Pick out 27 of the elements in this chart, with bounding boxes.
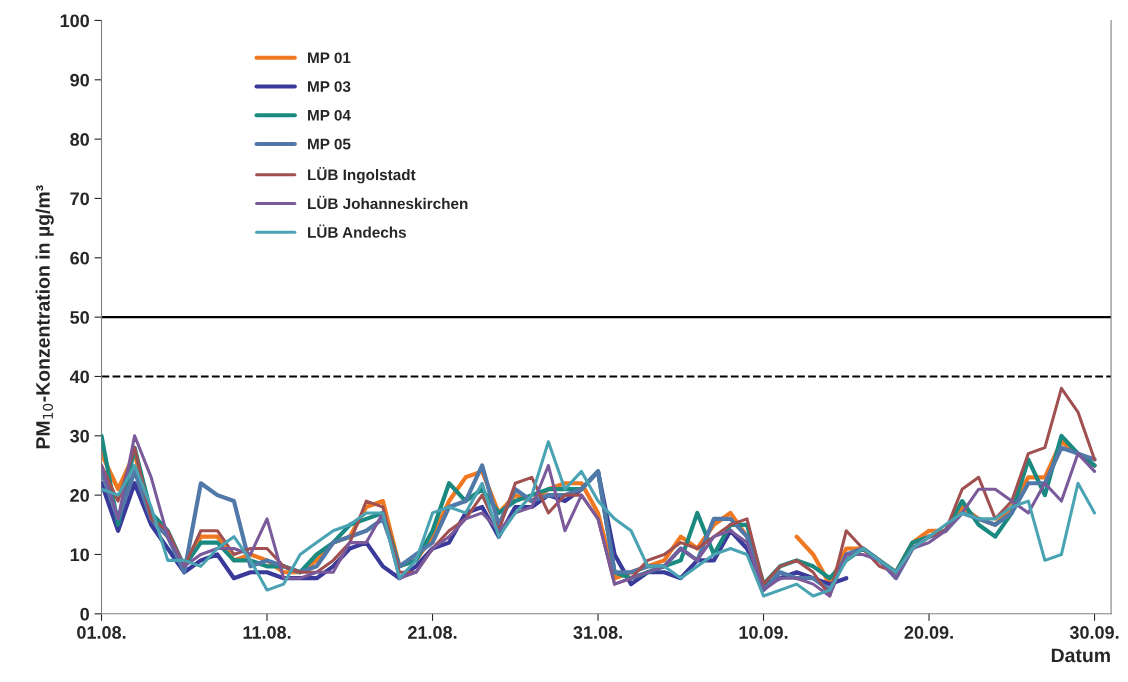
y-tick-label: 0 — [80, 607, 89, 621]
x-tick-label: 10.09. — [739, 626, 788, 639]
y-tick-label: 70 — [70, 192, 89, 206]
legend-label: MP 04 — [308, 109, 351, 121]
y-axis-title: PM$_{10}$-Konzentration in µg/m³ — [35, 185, 54, 449]
y-tick-label: 40 — [69, 370, 89, 384]
legend-label: LÜB Ingolstadt — [308, 167, 416, 184]
x-tick-label: 20.09. — [904, 626, 953, 639]
y-tick-label: 30 — [70, 429, 89, 443]
y-tick-label: 80 — [70, 133, 89, 146]
legend-label: LÜB Johanneskirchen — [308, 195, 468, 210]
legend-label: MP 05 — [308, 138, 351, 150]
y-tick-label: 10 — [70, 548, 89, 562]
x-tick-label: 31.08. — [573, 626, 622, 639]
legend-label: MP 01 — [308, 52, 351, 64]
y-tick-label: 100 — [60, 14, 89, 28]
x-tick-label: 30.09. — [1069, 626, 1119, 639]
y-tick-label: 60 — [70, 251, 89, 265]
x-tick-label: 11.08. — [243, 626, 291, 639]
y-tick-label: 20 — [70, 489, 89, 502]
legend-label: MP 03 — [308, 81, 351, 93]
x-tick-label: 21.08. — [408, 626, 457, 639]
y-tick-label: 50 — [70, 311, 89, 324]
y-tick-label: 90 — [70, 73, 89, 87]
x-tick-label: 01.08. — [77, 626, 126, 639]
x-axis-title: Datum — [1051, 648, 1110, 663]
legend-label: LÜB Andechs — [308, 224, 406, 238]
